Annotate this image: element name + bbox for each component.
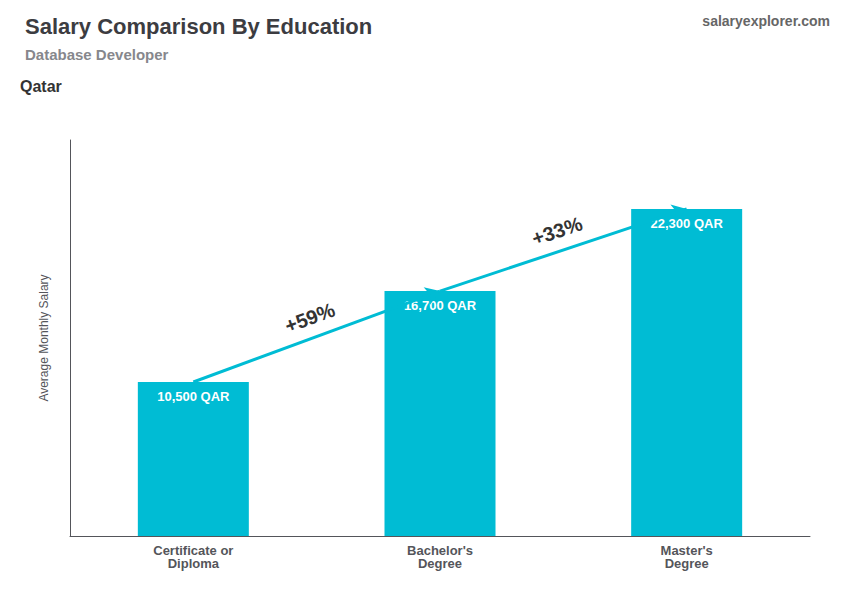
svg-text:Average Monthly Salary: Average Monthly Salary [37,274,51,401]
svg-text:+59%: +59% [282,298,338,337]
svg-text:16,700 QAR: 16,700 QAR [403,298,477,314]
svg-text:Degree: Degree [665,556,709,571]
svg-text:Salary Comparison By Education: Salary Comparison By Education [25,14,372,39]
svg-text:Degree: Degree [418,556,462,571]
svg-text:Diploma: Diploma [168,556,220,571]
svg-text:Bachelor's: Bachelor's [407,543,473,558]
svg-text:10,500 QAR: 10,500 QAR [157,389,230,404]
svg-text:+33%: +33% [529,212,585,249]
svg-text:22,300 QAR: 22,300 QAR [650,215,723,231]
svg-text:salaryexplorer.com: salaryexplorer.com [702,13,830,29]
svg-text:Database Developer: Database Developer [25,46,169,63]
svg-text:Certificate or: Certificate or [153,543,234,558]
svg-text:Master's: Master's [660,543,713,558]
svg-text:Qatar: Qatar [20,78,62,95]
